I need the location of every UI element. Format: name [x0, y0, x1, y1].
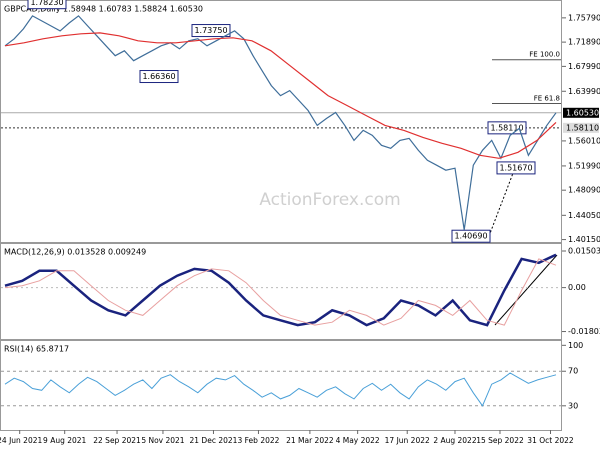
annotation-label: 1.78230 [30, 0, 63, 7]
series-line [4, 253, 557, 327]
x-tick-label: 3 Feb 2022 [238, 436, 280, 445]
price-tag [563, 107, 599, 118]
panel-title: RSI(14) 65.8717 [4, 345, 69, 354]
y-tick-label: 1.75790 [568, 13, 600, 22]
y-tick-label: 0.015031 [568, 246, 600, 255]
x-tick-label: 9 Aug 2021 [43, 436, 86, 445]
series-line [4, 258, 557, 326]
price-tag [563, 122, 599, 133]
fibo-label: FE 100.0 [529, 51, 560, 59]
y-tick-label: 1.71890 [568, 38, 600, 47]
series-line [4, 15, 557, 230]
x-tick-label: 31 Oct 2022 [527, 436, 574, 445]
x-tick-label: 2 Aug 2022 [433, 436, 476, 445]
price-tag-label: 1.58110 [566, 123, 599, 132]
x-tick-label: 17 Jun 2022 [385, 436, 430, 445]
y-tick-label: 1.48090 [568, 186, 600, 195]
macd-trendline [494, 254, 558, 326]
macd-panel [0, 243, 562, 340]
y-tick-label: 70 [568, 367, 578, 376]
x-tick-label: 24 Jun 2021 [0, 436, 42, 445]
panel-title: MACD(12,26,9) 0.013528 0.009249 [4, 248, 146, 257]
annotation-label: 1.66360 [142, 72, 175, 81]
y-tick-label: 100 [568, 341, 583, 350]
x-tick-label: 15 Sep 2022 [476, 436, 524, 445]
y-tick-label: 30 [568, 401, 578, 410]
annotation-box [191, 24, 231, 38]
price-tag-label: 1.60530 [566, 108, 599, 117]
y-tick-label: 1.63990 [568, 87, 600, 96]
main-panel [0, 0, 562, 243]
x-tick-label: 21 Dec 2021 [190, 436, 238, 445]
rsi-panel [0, 340, 562, 431]
watermark: ActionForex.com [259, 190, 400, 210]
annotation-box [27, 0, 67, 10]
x-tick-label: 21 Mar 2022 [286, 436, 334, 445]
annotation-label: 1.73750 [194, 26, 227, 35]
y-tick-label: 1.44050 [568, 211, 600, 220]
annotation-box [451, 229, 491, 243]
series-line [4, 372, 557, 407]
series-line [4, 32, 557, 159]
annotation-box [496, 161, 536, 175]
annotation-label: 1.58110 [490, 123, 523, 132]
annotation-box [139, 70, 179, 84]
y-tick-label: 1.51990 [568, 161, 600, 170]
y-tick-label: 0.00 [568, 283, 586, 292]
y-tick-label: 1.56010 [568, 136, 600, 145]
x-tick-label: 4 May 2022 [336, 436, 380, 445]
y-tick-label: 1.67990 [568, 62, 600, 71]
annotation-label: 1.40690 [454, 232, 487, 241]
x-tick-label: 22 Sep 2021 [93, 436, 141, 445]
y-tick-label: 1.40150 [568, 235, 600, 244]
y-tick-label: -0.018031 [568, 327, 600, 336]
panel-title: GBPCAD,Daily 1.58948 1.60783 1.58824 1.6… [4, 5, 203, 14]
fibo-label: FE 61.8 [534, 95, 560, 103]
price-trendline [488, 167, 516, 237]
x-tick-label: 5 Nov 2021 [141, 436, 184, 445]
annotation-label: 1.51670 [499, 163, 532, 172]
